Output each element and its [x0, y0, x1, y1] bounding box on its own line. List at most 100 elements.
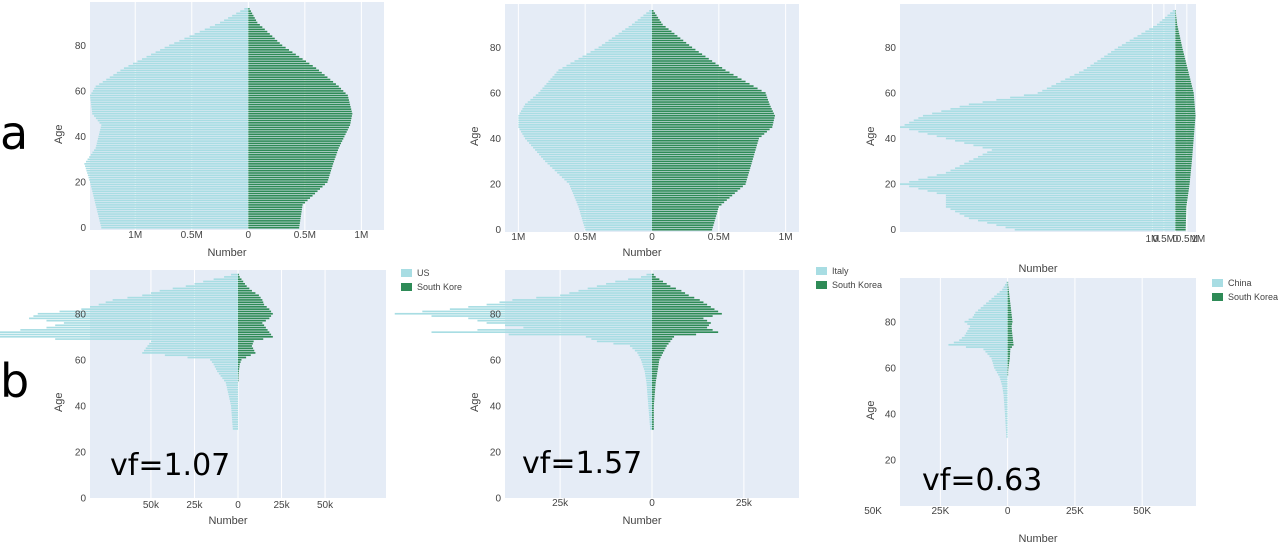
bar-right-age-57 — [238, 365, 240, 368]
legend-swatch — [401, 269, 412, 277]
bar-left-age-63 — [1051, 85, 1176, 87]
bar-right-age-94 — [238, 280, 244, 283]
bar-left-age-65 — [106, 78, 249, 81]
bar-left-age-42 — [522, 133, 652, 135]
bar-right-age-58 — [652, 363, 659, 366]
bar-left-age-80 — [394, 312, 652, 315]
bar-left-age-0 — [1014, 228, 1176, 231]
bar-right-age-79 — [1007, 323, 1013, 325]
bar-right-age-55 — [652, 103, 770, 106]
bar-right-age-43 — [248, 128, 348, 131]
bar-left-age-40 — [525, 137, 652, 140]
bar-right-age-86 — [248, 30, 268, 33]
bar-left-age-55 — [525, 103, 652, 106]
bar-right-age-31 — [652, 158, 753, 160]
bar-right-age-67 — [248, 74, 325, 76]
bar-left-age-63 — [637, 352, 652, 354]
bar-left-age-32 — [1006, 431, 1008, 434]
bar-right-age-77 — [238, 319, 266, 322]
bar-left-age-4 — [582, 219, 652, 222]
bar-right-age-59 — [652, 361, 659, 363]
bar-left-age-46 — [99, 122, 249, 124]
bar-right-age-11 — [248, 201, 306, 204]
bar-left-age-78 — [468, 317, 652, 320]
bar-right-age-45 — [652, 126, 773, 128]
bar-left-age-51 — [932, 112, 1176, 115]
bar-left-age-52 — [222, 377, 238, 380]
bar-left-age-97 — [231, 273, 238, 276]
bar-right-age-38 — [652, 409, 654, 412]
bar-left-age-50 — [646, 382, 652, 384]
bar-left-age-73 — [137, 60, 249, 63]
bar-left-age-79 — [431, 315, 652, 317]
legend: Italy South Korea — [816, 266, 882, 290]
bar-right-age-2 — [248, 222, 300, 224]
bar-left-age-23 — [561, 176, 652, 179]
bar-right-age-72 — [1175, 64, 1187, 67]
bar-right-age-0 — [248, 226, 300, 229]
bar-left-age-46 — [647, 391, 652, 393]
y-tick-label: 0 — [80, 494, 86, 505]
bar-right-age-66 — [1175, 78, 1191, 81]
bar-right-age-82 — [1175, 41, 1182, 44]
bar-left-age-22 — [88, 176, 249, 179]
bar-right-age-90 — [248, 21, 258, 24]
bar-left-age-58 — [533, 96, 652, 99]
bar-left-age-10 — [945, 206, 1176, 208]
bar-right-age-70 — [652, 69, 726, 71]
bar-left-age-72 — [431, 331, 652, 334]
bar-left-age-83 — [974, 314, 1008, 316]
bar-left-age-9 — [950, 208, 1176, 211]
bar-right-age-62 — [248, 85, 339, 88]
bar-right-age-72 — [652, 64, 719, 67]
bar-left-age-41 — [523, 135, 652, 138]
bar-left-age-52 — [91, 108, 249, 110]
bar-left-age-70 — [1083, 69, 1176, 71]
bar-right-age-25 — [1175, 171, 1191, 174]
bar-right-age-38 — [248, 140, 343, 142]
bar-left-age-85 — [194, 33, 249, 35]
bar-right-age-53 — [1175, 108, 1195, 110]
bar-left-age-92 — [185, 285, 238, 287]
bar-right-age-59 — [248, 92, 346, 95]
bar-left-age-55 — [217, 370, 238, 373]
bar-right-age-3 — [1175, 222, 1186, 224]
bar-left-age-46 — [518, 124, 652, 126]
bar-left-age-90 — [220, 21, 249, 24]
bar-left-age-41 — [936, 135, 1176, 138]
bar-left-age-24 — [559, 174, 652, 176]
y-tick-label: 20 — [490, 180, 502, 191]
bar-left-age-83 — [468, 306, 652, 308]
vf-annotation: vf=1.07 — [110, 448, 230, 483]
bar-left-age-80 — [964, 320, 1008, 323]
bar-left-age-43 — [100, 128, 249, 131]
bar-left-age-59 — [535, 94, 652, 97]
bar-right-age-32 — [652, 155, 754, 158]
bar-right-age-70 — [248, 67, 317, 69]
bar-right-age-8 — [652, 210, 718, 213]
bar-left-age-37 — [531, 144, 652, 147]
x-tick-label: 25k — [186, 500, 203, 511]
bar-left-age-63 — [544, 85, 652, 87]
bar-right-age-14 — [652, 196, 730, 199]
bar-right-age-32 — [1175, 155, 1193, 158]
bar-left-age-35 — [231, 416, 238, 419]
bar-right-age-65 — [1175, 80, 1191, 83]
bar-left-age-91 — [224, 19, 249, 22]
bar-right-age-18 — [248, 185, 323, 188]
bar-right-age-86 — [238, 299, 263, 301]
bar-left-age-66 — [1065, 78, 1176, 81]
bar-right-age-76 — [238, 322, 263, 324]
bar-right-age-58 — [652, 96, 768, 99]
bar-left-age-41 — [648, 402, 652, 405]
bar-left-age-76 — [63, 322, 238, 324]
bar-right-age-93 — [652, 282, 667, 285]
bar-right-age-2 — [1175, 224, 1186, 226]
bar-left-age-22 — [918, 178, 1176, 181]
bar-right-age-33 — [248, 151, 338, 154]
bar-left-age-33 — [539, 153, 652, 156]
bar-right-age-31 — [248, 156, 336, 158]
bar-right-age-44 — [652, 395, 655, 398]
bar-left-age-90 — [631, 23, 652, 26]
bar-right-age-40 — [1175, 137, 1194, 140]
